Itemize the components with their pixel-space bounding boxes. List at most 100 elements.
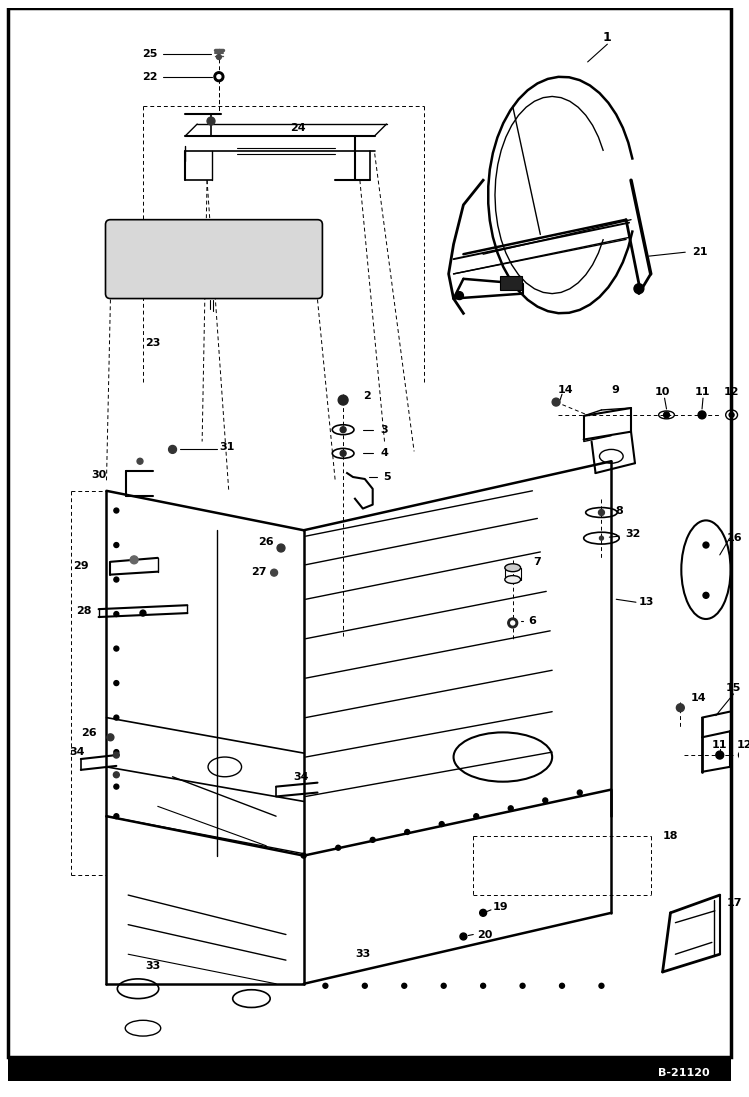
- Circle shape: [277, 544, 285, 552]
- Text: 30: 30: [91, 470, 106, 480]
- Text: 2: 2: [363, 392, 371, 402]
- Text: 12: 12: [724, 387, 739, 397]
- Circle shape: [479, 909, 487, 916]
- Text: B-21120: B-21120: [658, 1067, 710, 1077]
- Circle shape: [217, 75, 221, 79]
- Circle shape: [439, 822, 444, 826]
- Text: 8: 8: [616, 506, 623, 516]
- Text: 7: 7: [533, 557, 542, 567]
- Text: 33: 33: [145, 961, 160, 971]
- Circle shape: [114, 646, 119, 651]
- Circle shape: [107, 734, 114, 740]
- Text: 26: 26: [81, 728, 97, 738]
- Text: 21: 21: [692, 247, 708, 257]
- Text: 24: 24: [290, 123, 306, 133]
- Circle shape: [441, 983, 446, 988]
- Text: 32: 32: [625, 529, 640, 540]
- Text: 16: 16: [727, 533, 742, 543]
- Text: 26: 26: [258, 538, 274, 547]
- Circle shape: [113, 772, 119, 778]
- Circle shape: [634, 284, 644, 294]
- Text: 15: 15: [726, 683, 742, 693]
- Circle shape: [552, 398, 560, 406]
- Circle shape: [577, 790, 582, 795]
- Text: 33: 33: [355, 949, 371, 959]
- Circle shape: [598, 509, 604, 516]
- Circle shape: [509, 806, 513, 811]
- Circle shape: [114, 784, 119, 789]
- Text: 19: 19: [493, 902, 509, 912]
- Text: 34: 34: [69, 747, 85, 757]
- Circle shape: [599, 536, 604, 540]
- Circle shape: [370, 837, 375, 842]
- Circle shape: [698, 411, 706, 419]
- Text: 25: 25: [142, 49, 158, 59]
- Circle shape: [455, 292, 464, 299]
- Text: 10: 10: [655, 387, 670, 397]
- Text: 6: 6: [529, 617, 536, 626]
- Text: 29: 29: [73, 561, 88, 570]
- Circle shape: [676, 704, 685, 712]
- Circle shape: [169, 445, 177, 453]
- Text: 14: 14: [690, 693, 706, 703]
- Text: 5: 5: [383, 472, 390, 482]
- Circle shape: [323, 983, 328, 988]
- Text: 11: 11: [712, 740, 727, 750]
- Text: 20: 20: [477, 929, 493, 939]
- Circle shape: [114, 543, 119, 547]
- Bar: [500, 275, 521, 290]
- Text: 3: 3: [380, 425, 388, 434]
- Circle shape: [511, 621, 515, 625]
- Text: 22: 22: [142, 71, 158, 81]
- Circle shape: [543, 798, 548, 803]
- Circle shape: [114, 508, 119, 513]
- Circle shape: [340, 451, 346, 456]
- Text: 23: 23: [145, 338, 160, 348]
- Circle shape: [599, 983, 604, 988]
- Circle shape: [363, 983, 367, 988]
- Circle shape: [114, 749, 119, 755]
- Circle shape: [214, 71, 224, 81]
- Circle shape: [340, 427, 346, 432]
- Bar: [8, 1056, 730, 1082]
- Circle shape: [481, 983, 485, 988]
- Circle shape: [114, 814, 119, 818]
- Text: 13: 13: [639, 597, 655, 608]
- Circle shape: [114, 577, 119, 583]
- Circle shape: [716, 751, 724, 759]
- Circle shape: [137, 459, 143, 464]
- Circle shape: [729, 412, 734, 417]
- Circle shape: [520, 983, 525, 988]
- Ellipse shape: [505, 576, 521, 584]
- Circle shape: [270, 569, 278, 576]
- Circle shape: [301, 853, 306, 858]
- Circle shape: [114, 612, 119, 617]
- Circle shape: [336, 846, 341, 850]
- Text: 31: 31: [219, 442, 234, 452]
- Text: 34: 34: [293, 772, 309, 782]
- Text: 17: 17: [727, 898, 742, 908]
- Circle shape: [474, 814, 479, 818]
- Circle shape: [664, 412, 670, 418]
- Circle shape: [216, 55, 222, 59]
- Circle shape: [114, 715, 119, 720]
- Circle shape: [401, 983, 407, 988]
- Ellipse shape: [505, 564, 521, 572]
- Circle shape: [508, 618, 518, 627]
- Circle shape: [703, 592, 709, 598]
- Text: 9: 9: [611, 385, 619, 395]
- FancyBboxPatch shape: [106, 219, 322, 298]
- Text: 4: 4: [380, 449, 389, 459]
- Circle shape: [703, 542, 709, 548]
- Text: 1: 1: [603, 31, 612, 44]
- Circle shape: [130, 556, 138, 564]
- Text: 28: 28: [76, 607, 91, 617]
- Circle shape: [339, 395, 348, 405]
- Circle shape: [207, 117, 215, 125]
- Text: 12: 12: [737, 740, 749, 750]
- Text: 18: 18: [663, 830, 678, 841]
- Circle shape: [560, 983, 565, 988]
- Circle shape: [114, 680, 119, 686]
- Circle shape: [113, 753, 119, 758]
- Text: 11: 11: [694, 387, 710, 397]
